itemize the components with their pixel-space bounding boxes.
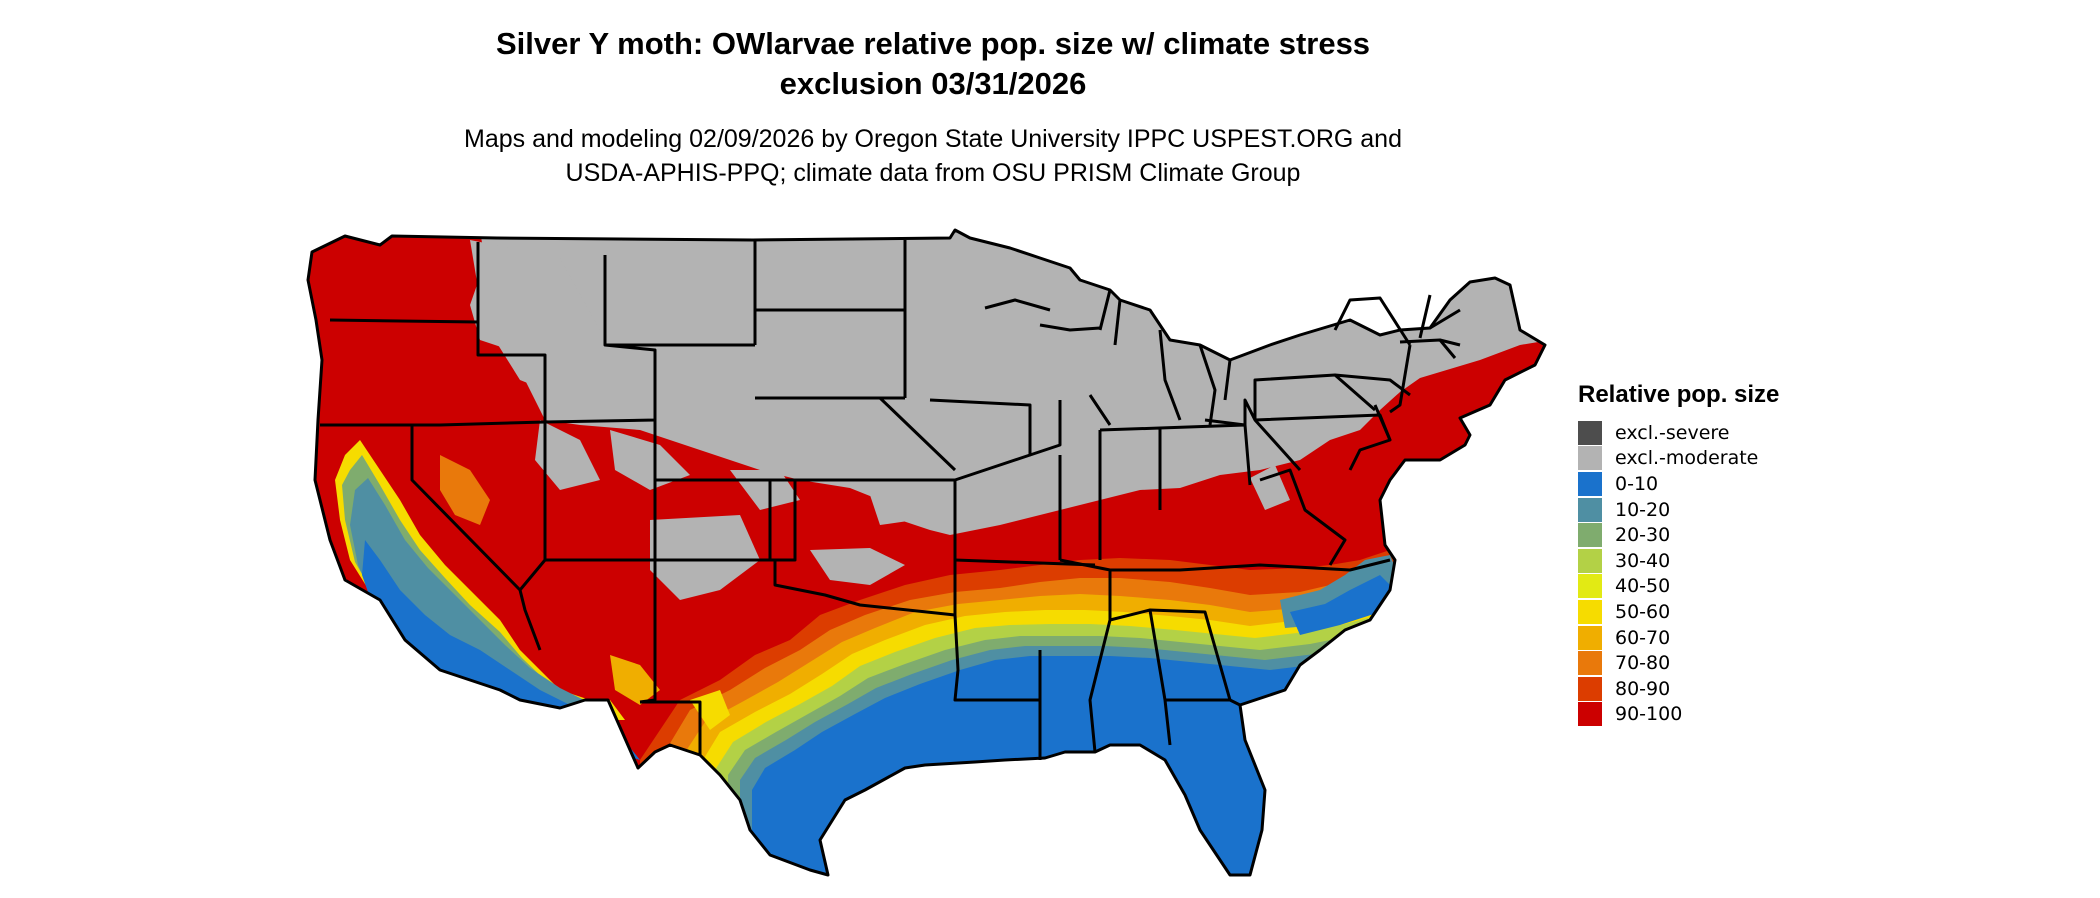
legend-item: 90-100	[1578, 702, 1779, 728]
map-subtitle-line-1: Maps and modeling 02/09/2026 by Oregon S…	[464, 125, 1402, 153]
legend-swatch	[1578, 497, 1602, 522]
legend-label: 90-100	[1615, 703, 1683, 726]
legend-swatch	[1578, 446, 1602, 471]
legend-item: 60-70	[1578, 625, 1779, 651]
state-boundaries	[306, 228, 1547, 877]
legend-label: 30-40	[1615, 549, 1671, 572]
legend-item: 40-50	[1578, 574, 1779, 600]
legend-item: 0-10	[1578, 471, 1779, 497]
legend-label: 0-10	[1615, 472, 1659, 495]
legend-item: 20-30	[1578, 522, 1779, 548]
legend-label: 50-60	[1615, 600, 1671, 623]
legend-label: 60-70	[1615, 626, 1671, 649]
legend-label: 40-50	[1615, 575, 1671, 598]
legend-item: 70-80	[1578, 650, 1779, 676]
legend-title: Relative pop. size	[1578, 381, 1780, 408]
legend-label: 70-80	[1615, 652, 1671, 675]
legend-label: 10-20	[1615, 498, 1671, 521]
legend-items: excl.-severe excl.-moderate 0-10 10-20 20-30…	[1578, 420, 1779, 727]
legend-swatch	[1578, 676, 1602, 701]
legend-label: 80-90	[1615, 677, 1671, 700]
map-title: Silver Y moth: OWlarvae relative pop. si…	[0, 24, 1866, 104]
legend-swatch	[1578, 548, 1602, 573]
map-subtitle: Maps and modeling 02/09/2026 by Oregon S…	[0, 122, 1866, 190]
legend-item: 10-20	[1578, 497, 1779, 523]
legend-swatch	[1578, 574, 1602, 599]
legend-item: 50-60	[1578, 599, 1779, 625]
map-subtitle-line-2: USDA-APHIS-PPQ; climate data from OSU PR…	[565, 159, 1301, 187]
legend-item: excl.-moderate	[1578, 446, 1779, 472]
legend-swatch	[1578, 651, 1602, 676]
legend-swatch	[1578, 420, 1602, 445]
legend-swatch	[1578, 471, 1602, 496]
map-legend: Relative pop. size excl.-severe excl.-mod…	[1578, 380, 1779, 727]
legend-swatch	[1578, 523, 1602, 548]
legend-item: 30-40	[1578, 548, 1779, 574]
legend-item: 80-90	[1578, 676, 1779, 702]
legend-label: excl.-moderate	[1615, 447, 1759, 470]
map-title-line-2: exclusion 03/31/2026	[779, 66, 1087, 101]
legend-label: excl.-severe	[1615, 421, 1730, 444]
legend-label: 20-30	[1615, 524, 1671, 547]
legend-swatch	[1578, 625, 1602, 650]
legend-swatch	[1578, 702, 1602, 727]
legend-item: excl.-severe	[1578, 420, 1779, 446]
map-title-line-1: Silver Y moth: OWlarvae relative pop. si…	[495, 26, 1371, 61]
legend-swatch	[1578, 599, 1602, 624]
us-risk-map	[306, 228, 1547, 877]
